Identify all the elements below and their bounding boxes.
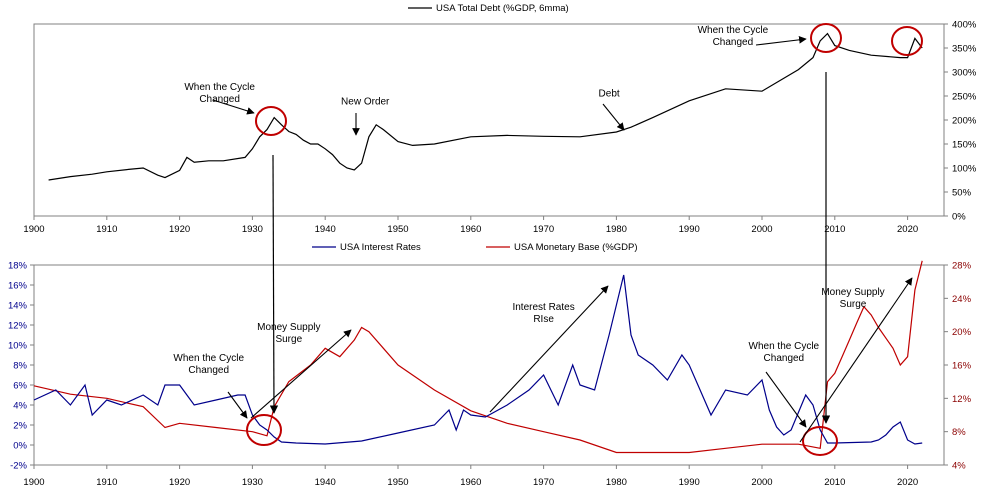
vertical-connector-1930s xyxy=(269,154,279,414)
bottom-left-y-tick-label: 2% xyxy=(13,421,27,432)
top-legend-label: USA Total Debt (%GDP, 6mma) xyxy=(436,3,569,14)
rates-legend-label: USA Interest Rates xyxy=(340,242,421,253)
bottom-annotation-label: Money Supply Surge xyxy=(257,322,320,345)
cycle-circle-2021-top xyxy=(891,26,923,56)
top-annotation-label: New Order xyxy=(341,97,390,108)
top-y-tick-label: 350% xyxy=(952,44,977,55)
arrow-interest-rates-rise xyxy=(489,285,609,413)
arrow-cycle-2009-bottom xyxy=(765,371,807,428)
arrow-cycle-1930s-bottom xyxy=(227,391,248,419)
cycle-circle-1930s-top xyxy=(255,106,287,136)
top-x-tick-label: 1990 xyxy=(679,224,700,235)
bottom-x-tick-label: 1990 xyxy=(679,477,700,488)
bottom-right-y-tick-label: 24% xyxy=(952,294,972,305)
top-y-tick-label: 200% xyxy=(952,116,977,127)
bottom-x-tick-label: 2010 xyxy=(824,477,845,488)
arrow-money-surge-1930s xyxy=(250,329,352,419)
monetary-base-series-line xyxy=(33,260,923,454)
top-x-tick-label: 2020 xyxy=(897,224,918,235)
cycle-circle-2009-bottom xyxy=(802,426,838,456)
top-x-tick-label: 1980 xyxy=(606,224,627,235)
top-annotation-label: Debt xyxy=(599,88,620,99)
bottom-chart: USA Interest Rates USA Monetary Base (%G… xyxy=(8,242,972,488)
bottom-x-tick-label: 1960 xyxy=(460,477,481,488)
bottom-x-axis: 1900 1910 1920 1930 1940 1950 1960 1970 1980 1990… xyxy=(23,465,918,488)
bottom-left-y-axis: -2% 0% 2% 4% 6% 8% 10% 12% 14% 16% 18% xyxy=(8,261,34,472)
connector-arrows xyxy=(212,36,913,443)
top-annotation-label: When the Cycle Changed xyxy=(698,25,769,48)
top-x-tick-label: 1930 xyxy=(242,224,263,235)
bottom-left-y-tick-label: 12% xyxy=(8,321,28,332)
top-x-axis: 1900 1910 1920 1930 1940 1950 1960 1970 1980 1990… xyxy=(23,216,918,235)
bottom-right-y-tick-label: 12% xyxy=(952,394,972,405)
cycle-circle-2009-top xyxy=(810,23,842,53)
top-plot-frame xyxy=(33,23,945,217)
bottom-right-y-axis: 4% 8% 12% 16% 20% 24% 28% xyxy=(944,261,972,472)
bottom-annotation-label: When the Cycle Changed xyxy=(749,341,820,364)
bottom-annotation-label: When the Cycle Changed xyxy=(173,353,244,376)
bottom-annotation-label: Money Supply Surge xyxy=(821,287,884,310)
top-x-tick-label: 1910 xyxy=(96,224,117,235)
base-legend-label: USA Monetary Base (%GDP) xyxy=(514,242,638,253)
top-chart: USA Total Debt (%GDP, 6mma) 0% 50% 100% 150… xyxy=(23,3,976,235)
bottom-right-y-tick-label: 8% xyxy=(952,427,966,438)
top-legend: USA Total Debt (%GDP, 6mma) xyxy=(408,3,569,14)
top-y-tick-label: 400% xyxy=(952,20,977,31)
bottom-left-y-tick-label: 14% xyxy=(8,301,28,312)
bottom-left-y-tick-label: 6% xyxy=(13,381,27,392)
top-y-tick-label: 100% xyxy=(952,164,977,175)
bottom-right-y-tick-label: 16% xyxy=(952,361,972,372)
cycle-circle-1930s-bottom xyxy=(246,414,282,446)
top-y-tick-label: 50% xyxy=(952,188,972,199)
bottom-right-y-tick-label: 20% xyxy=(952,327,972,338)
highlight-circles xyxy=(246,23,923,456)
top-x-tick-label: 1900 xyxy=(23,224,44,235)
top-x-tick-label: 2000 xyxy=(751,224,772,235)
bottom-x-tick-label: 1980 xyxy=(606,477,627,488)
bottom-plot-frame xyxy=(33,264,945,466)
top-y-tick-label: 150% xyxy=(952,140,977,151)
bottom-x-tick-label: 1930 xyxy=(242,477,263,488)
top-x-tick-label: 1960 xyxy=(460,224,481,235)
top-y-tick-label: 0% xyxy=(952,212,966,223)
top-x-tick-label: 1920 xyxy=(169,224,190,235)
top-x-tick-label: 1940 xyxy=(315,224,336,235)
bottom-x-tick-label: 2020 xyxy=(897,477,918,488)
top-y-tick-label: 300% xyxy=(952,68,977,79)
top-y-axis: 0% 50% 100% 150% 200% 250% 300% 350% 400% xyxy=(944,20,977,223)
bottom-annotations: When the Cycle Changed Money Supply Surge In… xyxy=(173,287,884,376)
bottom-x-tick-label: 1910 xyxy=(96,477,117,488)
arrow-cycle-2009-top xyxy=(755,36,807,46)
bottom-x-tick-label: 1920 xyxy=(169,477,190,488)
bottom-legend: USA Interest Rates USA Monetary Base (%G… xyxy=(312,242,638,253)
bottom-right-y-tick-label: 4% xyxy=(952,461,966,472)
bottom-x-tick-label: 1950 xyxy=(387,477,408,488)
bottom-x-tick-label: 1900 xyxy=(23,477,44,488)
top-annotations: When the Cycle Changed New Order Debt When t… xyxy=(184,25,768,108)
arrow-debt xyxy=(602,103,625,131)
interest-rates-series-line xyxy=(33,274,923,445)
arrow-cycle-1930s-top xyxy=(212,99,255,115)
debt-series-line xyxy=(48,32,923,181)
top-x-tick-label: 1970 xyxy=(533,224,554,235)
bottom-x-tick-label: 2000 xyxy=(751,477,772,488)
bottom-left-y-tick-label: 0% xyxy=(13,441,27,452)
bottom-left-y-tick-label: 8% xyxy=(13,361,27,372)
bottom-annotation-label: Interest Rates RIse xyxy=(512,302,574,325)
top-y-tick-label: 250% xyxy=(952,92,977,103)
arrow-money-surge-2009 xyxy=(799,277,913,443)
bottom-left-y-tick-label: -2% xyxy=(10,461,27,472)
bottom-x-tick-label: 1940 xyxy=(315,477,336,488)
top-x-tick-label: 1950 xyxy=(387,224,408,235)
bottom-left-y-tick-label: 10% xyxy=(8,341,28,352)
bottom-left-y-tick-label: 18% xyxy=(8,261,28,272)
bottom-right-y-tick-label: 28% xyxy=(952,261,972,272)
bottom-x-tick-label: 1970 xyxy=(533,477,554,488)
top-annotation-label: When the Cycle Changed xyxy=(184,82,255,105)
bottom-left-y-tick-label: 16% xyxy=(8,281,28,292)
top-x-tick-label: 2010 xyxy=(824,224,845,235)
bottom-left-y-tick-label: 4% xyxy=(13,401,27,412)
